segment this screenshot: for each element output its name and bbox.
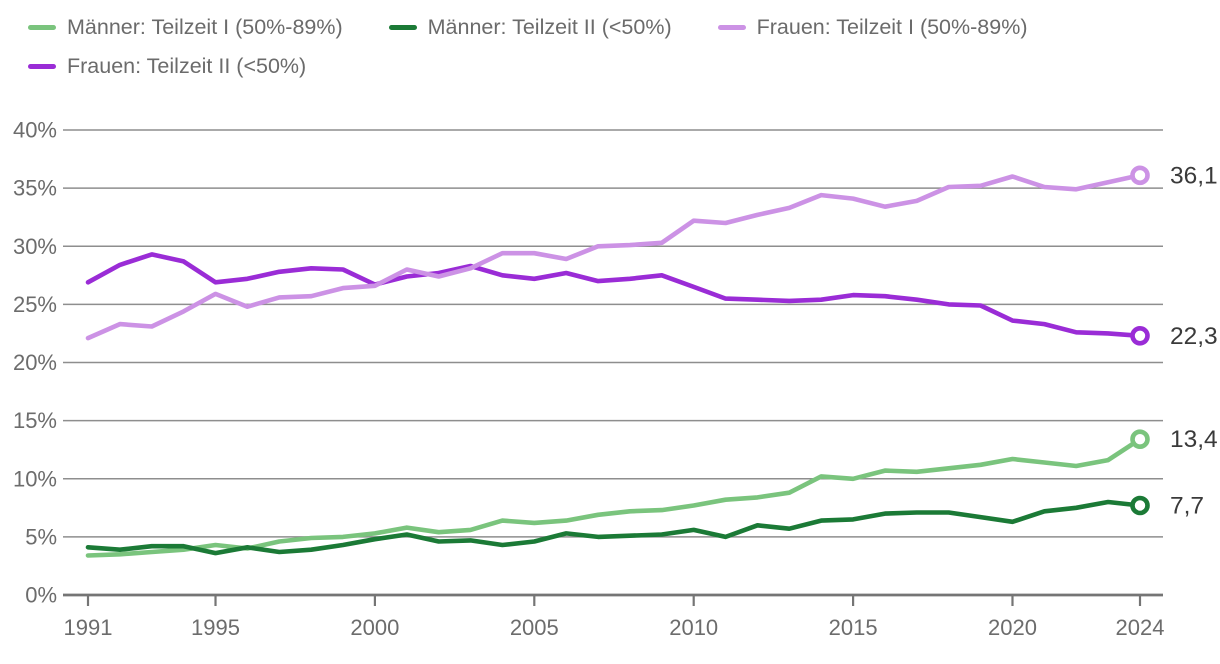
x-tick-label-2020: 2020: [988, 615, 1037, 640]
x-tick-label-2000: 2000: [350, 615, 399, 640]
series-line-maenner-teilzeit-1: [85, 436, 1143, 558]
series-end-marker-maenner-teilzeit-1: [1130, 429, 1150, 450]
legend-item-frauen-teilzeit-2: Frauen: Teilzeit II (<50%): [28, 53, 306, 79]
legend-item-maenner-teilzeit-1: Männer: Teilzeit I (50%-89%): [28, 14, 343, 40]
legend-swatch-maenner-teilzeit-1: [28, 24, 56, 30]
series-end-label-frauen-teilzeit-1: 36,1: [1170, 162, 1218, 189]
x-tick-label-2010: 2010: [669, 615, 718, 640]
x-tick-label-2005: 2005: [510, 615, 559, 640]
y-tick-label: 0%: [25, 583, 57, 608]
legend-item-maenner-teilzeit-2: Männer: Teilzeit II (<50%): [388, 14, 672, 40]
legend-swatch-maenner-teilzeit-2: [388, 24, 417, 30]
series-end-label-maenner-teilzeit-2: 7,7: [1170, 492, 1204, 519]
series-line-frauen-teilzeit-1: [85, 173, 1143, 341]
series-line-frauen-teilzeit-2: [85, 252, 1143, 339]
series-end-marker-frauen-teilzeit-2: [1130, 325, 1150, 346]
series-end-marker-frauen-teilzeit-1: [1130, 165, 1150, 186]
y-tick-label: 5%: [25, 524, 57, 549]
x-tick-label-2024: 2024: [1116, 615, 1165, 640]
x-tick-label-2015: 2015: [829, 615, 878, 640]
y-tick-label: 40%: [13, 118, 57, 143]
y-tick-label: 10%: [13, 466, 57, 491]
x-tick-label-1991: 1991: [64, 615, 113, 640]
legend-swatch-frauen-teilzeit-2: [28, 63, 56, 69]
y-tick-label: 15%: [13, 408, 57, 433]
legend-label-frauen-teilzeit-2: Frauen: Teilzeit II (<50%): [67, 54, 307, 78]
chart-legend: Männer: Teilzeit I (50%-89%) Männer: Teil…: [28, 14, 1178, 79]
legend-label-frauen-teilzeit-1: Frauen: Teilzeit I (50%-89%): [756, 15, 1028, 39]
series-end-label-maenner-teilzeit-1: 13,4: [1170, 426, 1218, 453]
y-tick-label: 30%: [13, 234, 57, 259]
x-tick-label-1995: 1995: [191, 615, 240, 640]
legend-swatch-frauen-teilzeit-1: [717, 24, 746, 30]
y-tick-label: 20%: [13, 350, 57, 375]
series-end-marker-maenner-teilzeit-2: [1130, 495, 1150, 516]
legend-item-frauen-teilzeit-1: Frauen: Teilzeit I (50%-89%): [717, 14, 1028, 40]
series-line-maenner-teilzeit-2: [85, 499, 1143, 556]
legend-label-maenner-teilzeit-1: Männer: Teilzeit I (50%-89%): [67, 15, 343, 39]
y-tick-label: 35%: [13, 176, 57, 201]
y-tick-label: 25%: [13, 292, 57, 317]
legend-label-maenner-teilzeit-2: Männer: Teilzeit II (<50%): [427, 15, 672, 39]
series-end-label-frauen-teilzeit-2: 22,3: [1170, 323, 1218, 350]
